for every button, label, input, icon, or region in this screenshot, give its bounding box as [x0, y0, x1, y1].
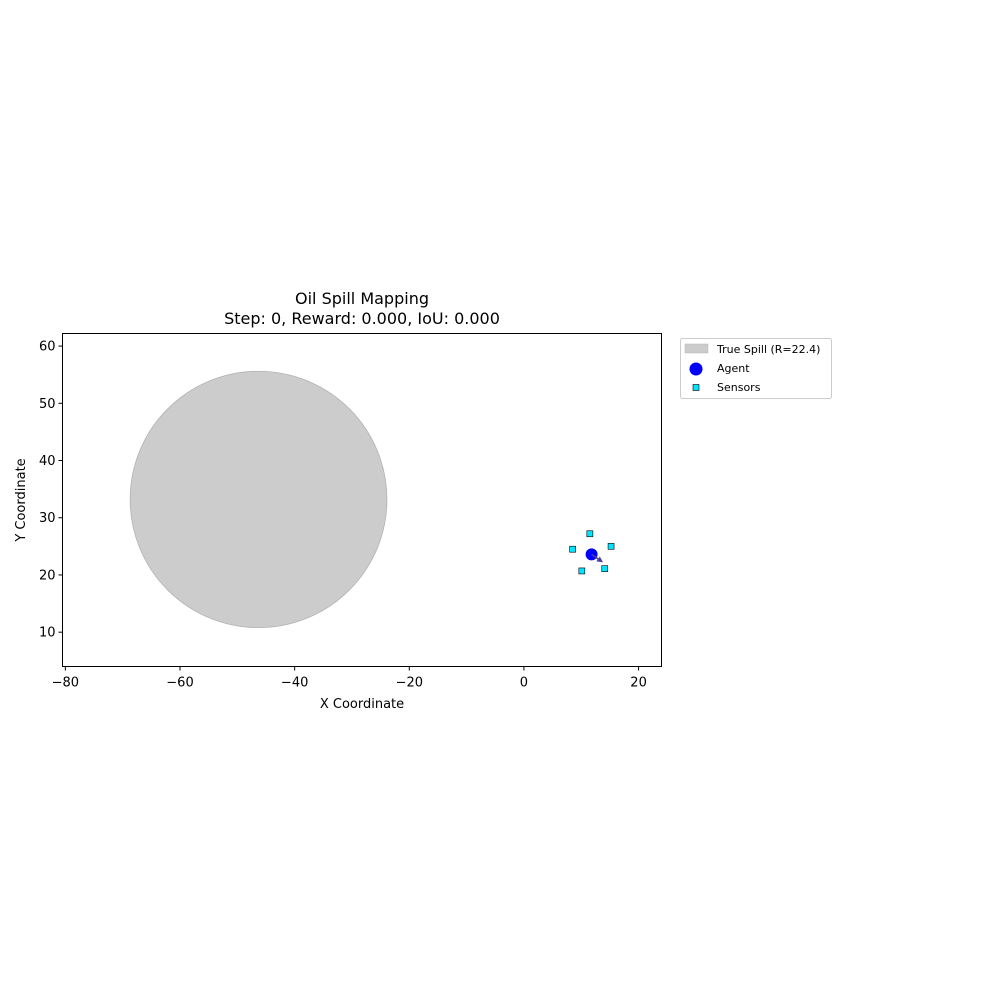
x-tick-label: 20: [630, 676, 647, 691]
plot-frame: [62, 333, 662, 667]
x-tick-label: 0: [520, 676, 528, 691]
true-spill-region: [129, 370, 388, 628]
sensor-marker-1: [586, 530, 594, 538]
legend-agent-label: Agent: [717, 362, 750, 375]
sensor-marker-4: [578, 567, 586, 575]
y-axis-label: Y Coordinate: [14, 458, 29, 542]
y-tick-label: 20: [39, 568, 56, 583]
y-tick-label: 50: [39, 397, 56, 412]
y-tick-label: 30: [39, 511, 56, 526]
chart-title: Oil Spill Mapping: [295, 289, 429, 308]
x-tick-label: −20: [396, 676, 423, 691]
legend-agent-marker: [689, 362, 703, 376]
plot-area: [129, 370, 615, 628]
sensor-marker-5: [601, 565, 609, 572]
x-tick-label: −60: [166, 676, 193, 691]
sensor-marker-2: [569, 545, 576, 553]
x-tick-label: −40: [281, 676, 308, 691]
x-tick-label: −80: [52, 676, 79, 691]
legend-sensor-marker: [692, 384, 700, 391]
y-tick-label: 40: [39, 454, 56, 469]
legend-frame: [680, 338, 832, 399]
legend-spill-label: True Spill (R=22.4): [716, 343, 820, 356]
sensor-marker-3: [607, 543, 615, 550]
y-tick-label: 10: [39, 626, 56, 641]
x-axis-label: X Coordinate: [320, 697, 404, 712]
chart-subtitle: Step: 0, Reward: 0.000, IoU: 0.000: [224, 309, 500, 328]
axes: −80 −60 −40 −20 0 20 10 20 30 40 50 60: [39, 340, 647, 691]
legend: True Spill (R=22.4) Agent Sensors: [680, 338, 832, 399]
agent-heading-arrowhead: [596, 556, 604, 563]
legend-spill-swatch: [684, 343, 709, 354]
y-tick-label: 60: [39, 340, 56, 355]
legend-sensors-label: Sensors: [717, 381, 761, 394]
